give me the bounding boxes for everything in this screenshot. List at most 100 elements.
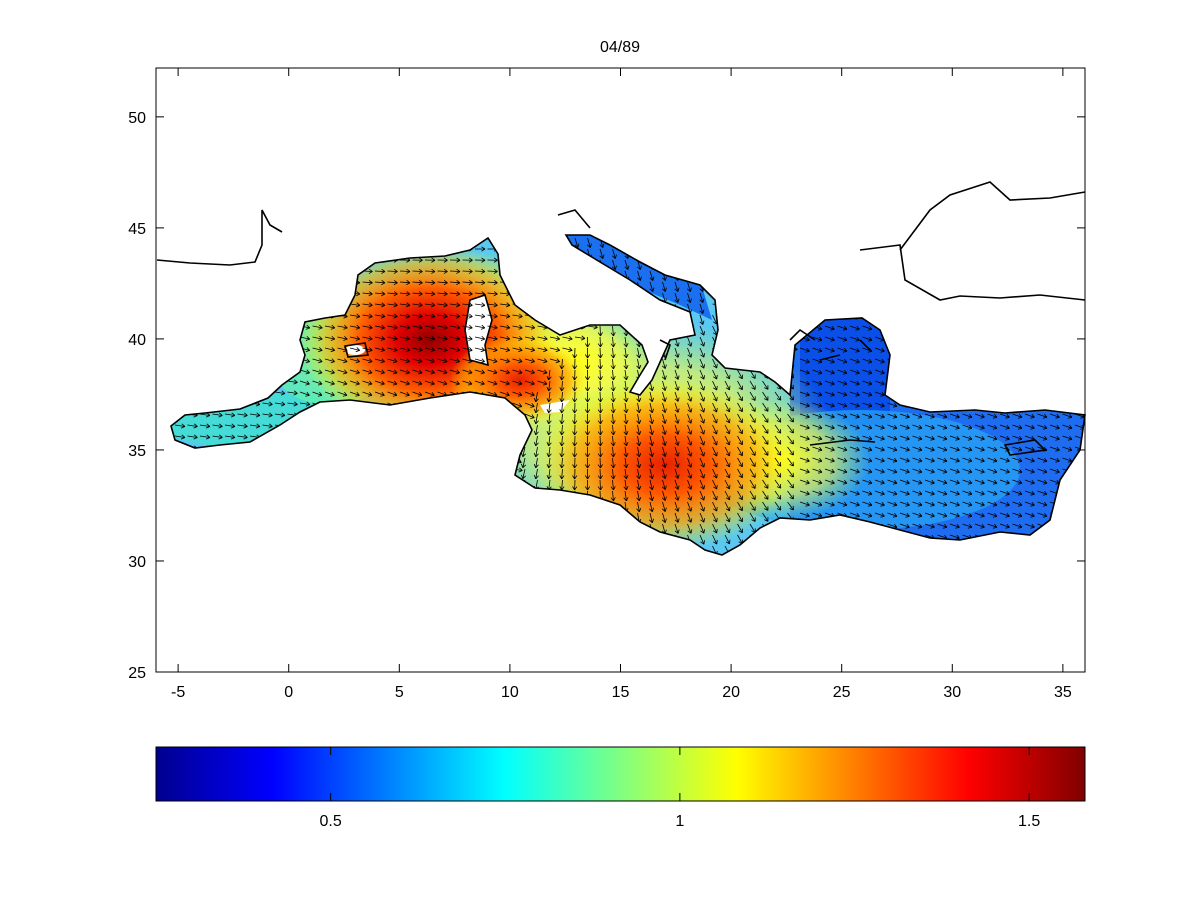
vector-arrow-shaft bbox=[462, 303, 473, 306]
vector-arrow-head bbox=[443, 302, 448, 306]
vector-arrow-head bbox=[969, 468, 973, 473]
vector-arrow-shaft bbox=[787, 446, 794, 456]
vector-arrow-shaft bbox=[512, 325, 523, 329]
vector-arrow-shaft bbox=[424, 369, 435, 374]
vector-arrow-head bbox=[1055, 449, 1060, 452]
vector-arrow-head bbox=[587, 409, 591, 414]
vector-arrow-head bbox=[664, 485, 667, 490]
vector-arrow-shaft bbox=[324, 325, 335, 329]
vector-arrow-head bbox=[687, 409, 692, 413]
vector-arrow-shaft bbox=[874, 413, 885, 418]
vector-arrow-head bbox=[418, 304, 423, 308]
vector-arrow-shaft bbox=[774, 446, 782, 456]
vector-arrow-head bbox=[306, 324, 311, 329]
vector-arrow-shaft bbox=[1049, 435, 1060, 440]
vector-arrow-shaft bbox=[687, 402, 692, 413]
vector-arrow-head bbox=[610, 431, 614, 436]
vector-arrow-head bbox=[419, 324, 423, 329]
vector-arrow-shaft bbox=[487, 281, 498, 284]
vector-arrow-head bbox=[955, 416, 960, 419]
vector-arrow-head bbox=[381, 302, 386, 306]
vector-arrow-head bbox=[776, 387, 781, 390]
vector-arrow-head bbox=[268, 412, 273, 416]
vector-arrow-head bbox=[456, 280, 461, 284]
vector-arrow-shaft bbox=[937, 468, 948, 473]
vector-arrow-head bbox=[542, 383, 548, 386]
vector-arrow-head bbox=[687, 387, 692, 391]
vector-arrow-shaft bbox=[199, 424, 210, 427]
vector-arrow-head bbox=[494, 358, 498, 362]
vector-arrow-shaft bbox=[937, 435, 948, 440]
vector-arrow-shaft bbox=[687, 380, 692, 391]
vector-arrow-head bbox=[725, 376, 730, 380]
vector-arrow-head bbox=[193, 434, 198, 438]
vector-arrow-shaft bbox=[712, 413, 718, 424]
vector-arrow-head bbox=[243, 434, 248, 438]
vector-arrow-shaft bbox=[624, 479, 627, 490]
vector-arrow-head bbox=[956, 413, 960, 418]
vector-arrow-shaft bbox=[535, 402, 538, 413]
vector-arrow-head bbox=[419, 335, 423, 340]
vector-arrow-head bbox=[806, 446, 810, 451]
vector-arrow-head bbox=[894, 479, 898, 484]
vector-arrow-shaft bbox=[949, 457, 960, 462]
vector-arrow-shaft bbox=[762, 479, 769, 489]
vector-arrow-shaft bbox=[449, 358, 460, 363]
vector-arrow-shaft bbox=[287, 380, 298, 383]
vector-arrow-shaft bbox=[199, 435, 210, 438]
vector-arrow-head bbox=[805, 460, 810, 463]
vector-arrow-head bbox=[880, 438, 885, 441]
vector-arrow-head bbox=[703, 375, 705, 380]
vector-arrow-head bbox=[690, 419, 693, 424]
vector-arrow-head bbox=[193, 437, 198, 440]
vector-arrow-head bbox=[597, 464, 601, 469]
vector-arrow-head bbox=[842, 416, 848, 419]
vector-arrow-shaft bbox=[561, 358, 563, 369]
vector-arrow-head bbox=[193, 426, 198, 429]
vector-arrow-shaft bbox=[824, 369, 835, 374]
vector-arrow-head bbox=[687, 354, 692, 358]
vector-arrow-head bbox=[626, 397, 629, 403]
vector-arrow-head bbox=[956, 446, 960, 451]
vector-arrow-head bbox=[830, 471, 835, 474]
vector-arrow-shaft bbox=[324, 391, 335, 396]
vector-arrow-head bbox=[942, 427, 948, 430]
vector-arrow-shaft bbox=[387, 270, 398, 272]
vector-arrow-head bbox=[305, 338, 310, 341]
vector-arrow-head bbox=[1005, 427, 1010, 430]
vector-arrow-head bbox=[819, 347, 823, 352]
vector-arrow-shaft bbox=[824, 325, 835, 330]
vector-arrow-head bbox=[430, 383, 435, 386]
vector-arrow-head bbox=[381, 293, 386, 297]
vector-arrow-shaft bbox=[548, 424, 551, 435]
vector-arrow-shaft bbox=[624, 457, 627, 468]
vector-arrow-head bbox=[505, 361, 510, 364]
vector-arrow-head bbox=[855, 317, 860, 320]
vector-arrow-shaft bbox=[824, 435, 835, 440]
vector-arrow-head bbox=[256, 412, 261, 416]
vector-arrow-head bbox=[789, 442, 794, 445]
vector-arrow-head bbox=[805, 394, 810, 397]
vector-arrow-head bbox=[506, 380, 510, 385]
vector-arrow-shaft bbox=[874, 369, 885, 374]
vector-arrow-head bbox=[218, 426, 223, 429]
vector-arrow-shaft bbox=[674, 358, 679, 369]
vector-arrow-head bbox=[431, 302, 436, 306]
vector-arrow-head bbox=[530, 394, 535, 397]
vector-arrow-shaft bbox=[999, 468, 1010, 473]
vector-arrow-head bbox=[548, 431, 552, 436]
vector-arrow-shaft bbox=[362, 325, 373, 329]
vector-arrow-head bbox=[256, 423, 261, 427]
vector-arrow-head bbox=[725, 387, 730, 391]
vector-arrow-head bbox=[218, 415, 223, 418]
vector-arrow-head bbox=[342, 383, 348, 386]
vector-arrow-head bbox=[930, 449, 935, 452]
vector-arrow-head bbox=[955, 460, 960, 463]
vector-arrow-head bbox=[306, 369, 310, 374]
vector-arrow-shaft bbox=[899, 424, 910, 429]
vector-arrow-head bbox=[406, 380, 410, 385]
vector-arrow-head bbox=[992, 438, 998, 441]
vector-arrow-head bbox=[574, 475, 578, 480]
vector-arrow-head bbox=[844, 369, 848, 374]
vector-arrow-head bbox=[610, 420, 614, 425]
